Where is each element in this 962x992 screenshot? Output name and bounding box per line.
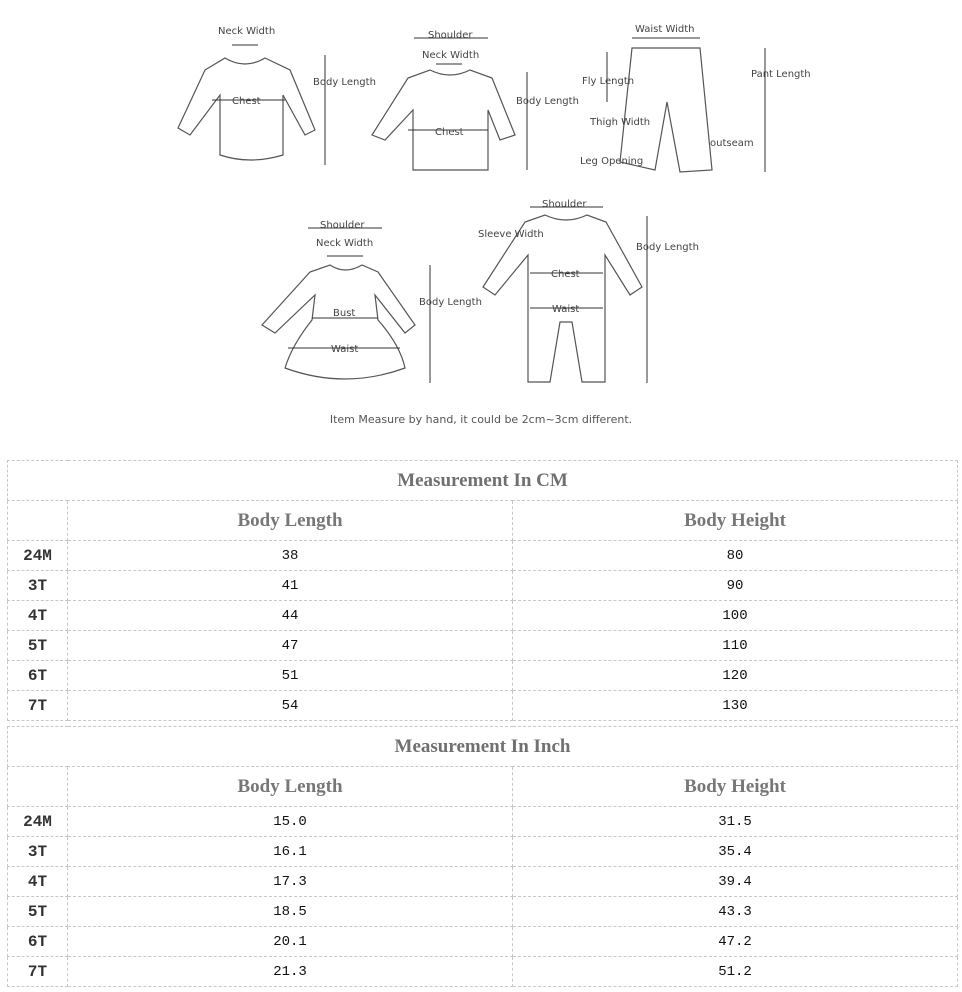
pants-leg-opening-label: Leg Opening [580, 156, 643, 167]
body-length-cell: 47 [67, 630, 513, 661]
pants-diagram: Waist Width Fly Length Pant Length Thigh… [580, 24, 811, 173]
body-length-cell: 44 [67, 600, 513, 631]
column-header-body-height: Body Height [511, 766, 959, 807]
body-height-cell: 39.4 [511, 866, 959, 897]
body-height-cell: 120 [511, 660, 959, 691]
dress-body-length-label: Body Length [419, 297, 482, 308]
romper-neck-width-label: Neck Width [218, 26, 275, 37]
body-height-cell: 80 [511, 540, 959, 571]
table-row: 24M 38 80 [7, 540, 959, 571]
size-cell: 24M [7, 540, 68, 571]
shirt-chest-label: Chest [435, 127, 464, 138]
body-length-cell: 17.3 [67, 866, 513, 897]
table-row: 3T 41 90 [7, 570, 959, 601]
size-cell: 5T [7, 630, 68, 661]
romper-diagram: Neck Width Chest Body Length [177, 26, 376, 165]
body-length-cell: 16.1 [67, 836, 513, 867]
pants-pant-length-label: Pant Length [751, 69, 811, 80]
shirt-diagram: Shoulder Neck Width Chest Body Length [371, 30, 579, 171]
size-cell: 6T [7, 926, 68, 957]
body-height-cell: 43.3 [511, 896, 959, 927]
size-cell: 7T [7, 690, 68, 721]
pants-outseam-label: outseam [710, 138, 754, 149]
size-cell: 3T [7, 570, 68, 601]
column-header-body-length: Body Length [67, 766, 513, 807]
column-header-size [7, 766, 68, 807]
garment-diagrams-svg: Neck Width Chest Body Length Shoulder Ne… [177, 24, 811, 383]
body-length-cell: 54 [67, 690, 513, 721]
size-cell: 24M [7, 806, 68, 837]
body-length-cell: 18.5 [67, 896, 513, 927]
shirt-shoulder-label: Shoulder [428, 30, 473, 41]
size-cell: 4T [7, 600, 68, 631]
table-row: 5T 47 110 [7, 630, 959, 661]
size-cell: 5T [7, 896, 68, 927]
table-row: 5T 18.5 43.3 [7, 896, 959, 927]
body-height-cell: 130 [511, 690, 959, 721]
shirt-neck-width-label: Neck Width [422, 50, 479, 61]
shirt-body-length-label: Body Length [516, 96, 579, 107]
body-height-cell: 47.2 [511, 926, 959, 957]
body-length-cell: 20.1 [67, 926, 513, 957]
body-height-cell: 110 [511, 630, 959, 661]
dress-waist-label: Waist [331, 344, 358, 355]
body-height-cell: 31.5 [511, 806, 959, 837]
body-height-cell: 35.4 [511, 836, 959, 867]
table-row: 7T 54 130 [7, 690, 959, 721]
table-row: 6T 20.1 47.2 [7, 926, 959, 957]
table-title: Measurement In CM [6, 460, 959, 501]
body-height-cell: 51.2 [511, 956, 959, 987]
jumpsuit-waist-label: Waist [552, 304, 579, 315]
jumpsuit-shoulder-label: Shoulder [542, 199, 587, 210]
body-height-cell: 90 [511, 570, 959, 601]
pants-waist-width-label: Waist Width [635, 24, 695, 35]
jumpsuit-chest-label: Chest [551, 269, 580, 280]
body-length-cell: 38 [67, 540, 513, 571]
dress-diagram: Shoulder Neck Width Bust Waist Body Leng… [261, 220, 482, 383]
table-title: Measurement In Inch [6, 726, 959, 767]
romper-body-length-label: Body Length [313, 77, 376, 88]
measurement-diagrams: Neck Width Chest Body Length Shoulder Ne… [0, 0, 962, 440]
dress-shoulder-label: Shoulder [320, 220, 365, 231]
pants-thigh-width-label: Thigh Width [589, 117, 650, 128]
size-cell: 6T [7, 660, 68, 691]
romper-chest-label: Chest [232, 96, 261, 107]
jumpsuit-body-length-label: Body Length [636, 242, 699, 253]
jumpsuit-sleeve-width-label: Sleeve Width [478, 229, 544, 240]
column-header-body-length: Body Length [67, 500, 513, 541]
table-row: 3T 16.1 35.4 [7, 836, 959, 867]
table-row: 24M 15.0 31.5 [7, 806, 959, 837]
size-cell: 7T [7, 956, 68, 987]
measurement-note: Item Measure by hand, it could be 2cm~3c… [329, 413, 633, 426]
size-cell: 3T [7, 836, 68, 867]
body-height-cell: 100 [511, 600, 959, 631]
cm-table: Measurement In CM Body Length Body Heigh… [6, 460, 959, 721]
inch-table: Measurement In Inch Body Length Body Hei… [6, 726, 959, 987]
body-length-cell: 51 [67, 660, 513, 691]
body-length-cell: 15.0 [67, 806, 513, 837]
body-length-cell: 41 [67, 570, 513, 601]
size-cell: 4T [7, 866, 68, 897]
column-header-body-height: Body Height [511, 500, 959, 541]
table-row: 7T 21.3 51.2 [7, 956, 959, 987]
table-row: 6T 51 120 [7, 660, 959, 691]
column-header-size [7, 500, 68, 541]
body-length-cell: 21.3 [67, 956, 513, 987]
table-row: 4T 17.3 39.4 [7, 866, 959, 897]
pants-fly-length-label: Fly Length [582, 76, 634, 87]
dress-bust-label: Bust [333, 308, 355, 319]
table-row: 4T 44 100 [7, 600, 959, 631]
dress-neck-width-label: Neck Width [316, 238, 373, 249]
jumpsuit-diagram: Shoulder Sleeve Width Chest Waist Body L… [478, 199, 699, 383]
